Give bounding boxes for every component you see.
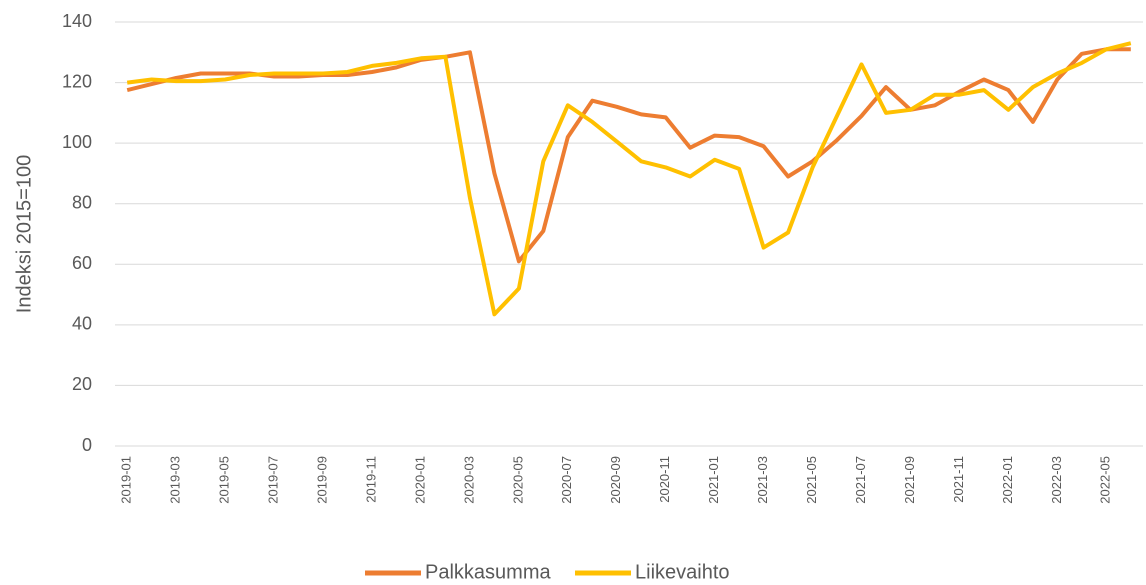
line <box>126 41 1132 317</box>
y-tick-label: 20 <box>72 374 92 394</box>
y-tick-label: 120 <box>62 71 92 91</box>
x-tick-label: 2021-11 <box>951 456 966 503</box>
x-tick-label: 2021-03 <box>755 456 770 504</box>
x-tick-label: 2022-03 <box>1049 456 1064 504</box>
y-axis-label: Indeksi 2015=100 <box>13 155 35 313</box>
x-tick-label: 2019-03 <box>168 456 183 504</box>
x-tick-label: 2020-05 <box>510 456 525 504</box>
x-tick-label: 2021-09 <box>902 456 917 504</box>
y-tick-label: 0 <box>82 435 92 455</box>
x-tick-label: 2022-01 <box>1000 456 1015 504</box>
x-tick-label: 2019-11 <box>363 456 378 503</box>
y-tick-label: 100 <box>62 132 92 152</box>
x-tick-label: 2020-03 <box>461 456 476 504</box>
x-tick-label: 2019-09 <box>314 456 329 504</box>
x-tick-label: 2021-05 <box>804 456 819 504</box>
legend-label: Palkkasumma <box>425 561 551 583</box>
line <box>126 47 1131 264</box>
y-tick-label: 40 <box>72 314 92 334</box>
x-tick-label: 2022-05 <box>1098 456 1113 504</box>
x-tick-label: 2019-01 <box>119 456 134 504</box>
y-tick-label: 80 <box>72 192 92 212</box>
x-tick-label: 2020-07 <box>559 456 574 504</box>
y-tick-label: 140 <box>62 11 92 31</box>
x-tick-label: 2020-01 <box>412 456 427 504</box>
legend-label: Liikevaihto <box>635 561 730 583</box>
x-tick-label: 2021-07 <box>853 456 868 504</box>
x-tick-label: 2020-09 <box>608 456 623 504</box>
y-tick-label: 60 <box>72 253 92 273</box>
x-tick-label: 2019-05 <box>217 456 232 504</box>
x-tick-label: 2020-11 <box>657 456 672 503</box>
x-tick-label: 2019-07 <box>266 456 281 504</box>
x-tick-label: 2021-01 <box>706 456 721 504</box>
